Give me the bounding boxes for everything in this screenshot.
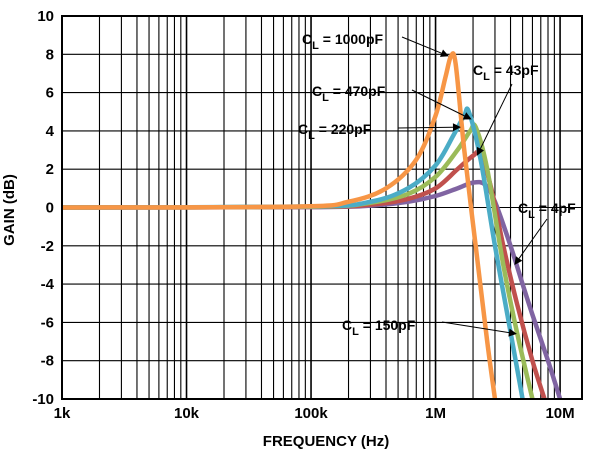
x-tick-labels: 1k 10k 100k 1M 10M (54, 405, 575, 422)
annotation-label: CL = 470pF (312, 83, 386, 104)
y-tick-label: -10 (32, 391, 54, 408)
x-tick-label: 10k (174, 405, 200, 422)
y-tick-label: 2 (46, 161, 54, 178)
y-tick-label: 8 (46, 46, 54, 63)
annotation-leader (411, 89, 465, 117)
series-line-1 (61, 149, 547, 400)
annotation-leader (480, 83, 513, 149)
y-tick-label: 4 (46, 123, 55, 140)
y-tick-label: -2 (41, 238, 54, 255)
curve-annotations: CL = 1000pF CL = 470pF CL = 220pF CL = 43pF… (298, 31, 576, 338)
annotation-arrowhead (514, 256, 523, 265)
y-tick-labels: 10 8 6 4 2 0 -2 -4 -6 -8 -10 (32, 8, 54, 408)
annotation-arrowhead (462, 112, 472, 120)
series-line-4 (61, 51, 498, 400)
annotation-arrowhead (508, 328, 517, 337)
x-tick-label: 1M (425, 405, 446, 422)
annotation-label: CL = 220pF (298, 121, 372, 142)
annotation-arrowhead (439, 49, 449, 57)
annotation-arrowhead (452, 123, 461, 132)
y-axis-title: GAIN (dB) (1, 174, 18, 246)
annotation-leader (401, 36, 442, 54)
y-tick-label: 10 (37, 8, 54, 25)
annotation-label: CL = 150pF (342, 317, 416, 338)
annotation-arrowhead (476, 146, 485, 156)
y-tick-label: -4 (41, 276, 55, 293)
annotation-leader (397, 126, 453, 129)
plot-frame (61, 15, 583, 400)
y-tick-label: 0 (46, 200, 54, 217)
annotation-label: CL = 1000pF (302, 31, 384, 52)
annotation-label: CL = 4pF (518, 200, 576, 221)
x-tick-label: 10M (545, 405, 574, 422)
y-tick-label: -6 (41, 314, 54, 331)
annotation-leader (518, 218, 548, 259)
x-axis-title: FREQUENCY (Hz) (263, 433, 389, 450)
annotation-label: CL = 43pF (473, 62, 539, 83)
x-tick-label: 100k (294, 405, 328, 422)
y-tick-label: 6 (46, 85, 54, 102)
y-tick-label: -8 (41, 353, 54, 370)
annotation-leader (441, 321, 510, 334)
x-tick-label: 1k (54, 405, 71, 422)
